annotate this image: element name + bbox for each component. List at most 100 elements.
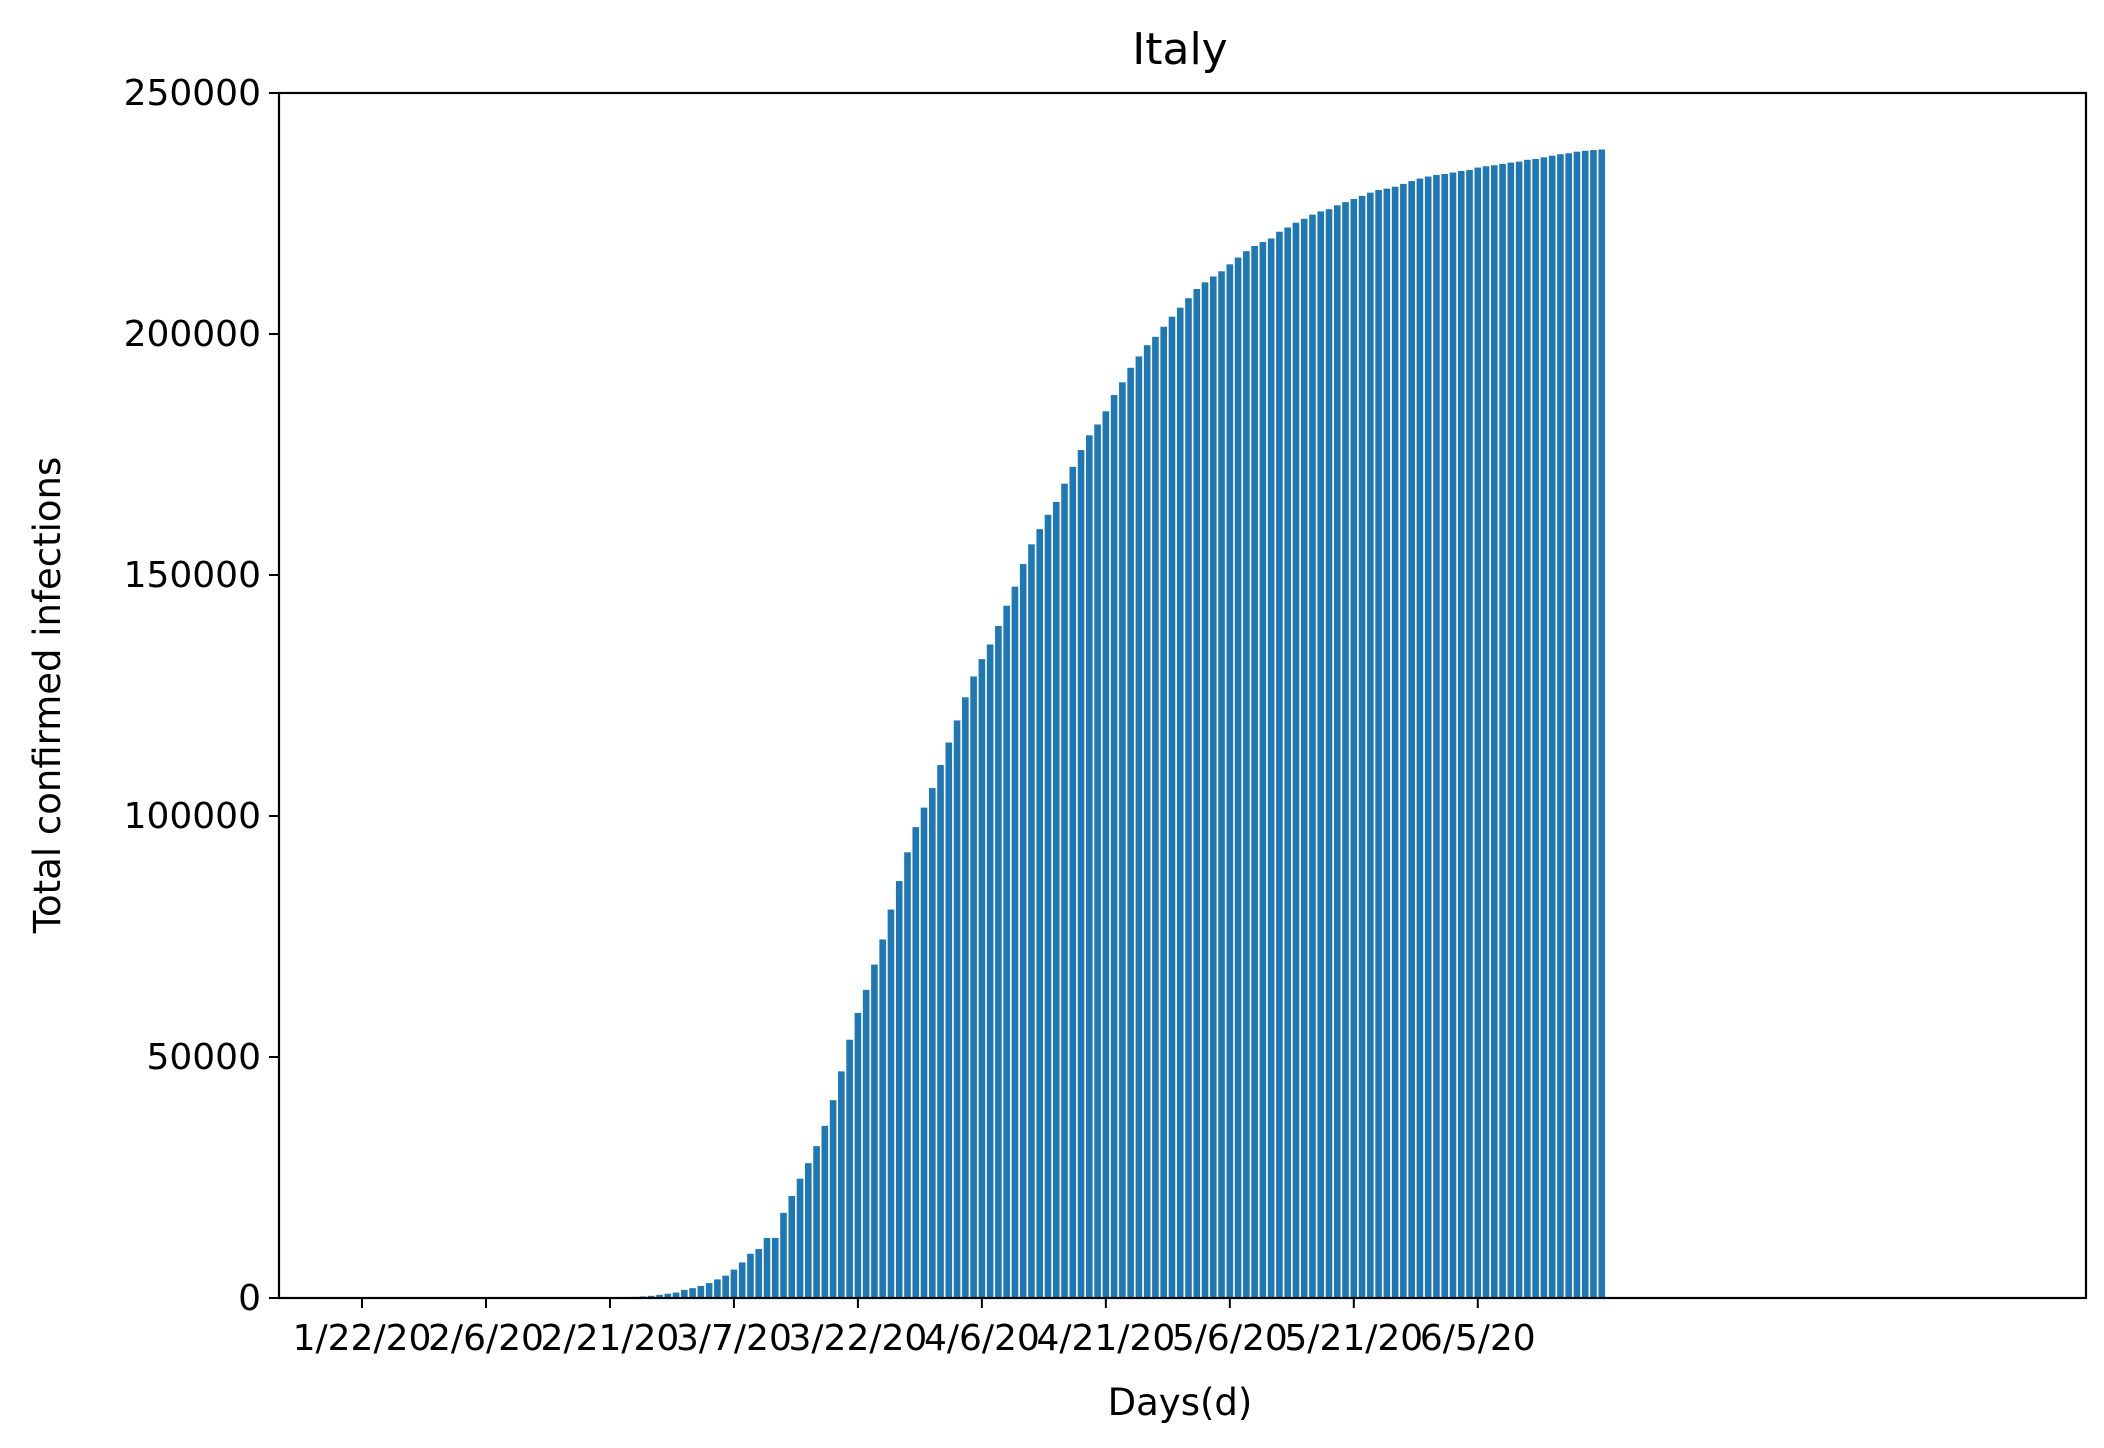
bar — [838, 1071, 845, 1298]
bar — [1143, 345, 1151, 1299]
bar — [681, 1289, 688, 1298]
bar — [1201, 282, 1209, 1299]
bar — [1383, 188, 1391, 1298]
bar — [887, 909, 895, 1298]
bar — [962, 697, 969, 1298]
bar — [705, 1283, 713, 1298]
bar — [986, 644, 994, 1298]
x-tick-label: 6/5/20 — [1420, 1318, 1536, 1359]
x-tick-label: 4/21/20 — [1036, 1318, 1175, 1359]
y-tick-label: 0 — [238, 1278, 261, 1319]
plot-frame — [277, 91, 2088, 1300]
x-tick-label: 1/22/20 — [293, 1318, 432, 1359]
bar — [738, 1262, 746, 1298]
bar — [1400, 183, 1407, 1298]
bar — [1540, 157, 1548, 1299]
bar — [796, 1178, 804, 1298]
bar — [1185, 298, 1192, 1298]
bar — [1193, 289, 1201, 1298]
x-axis-label: Days(d) — [1108, 1381, 1253, 1424]
bar — [1581, 150, 1589, 1298]
y-tick-label: 50000 — [146, 1037, 261, 1078]
bar — [755, 1249, 763, 1298]
y-tick-label: 200000 — [124, 314, 261, 355]
bar — [912, 827, 920, 1298]
bars — [433, 149, 1606, 1299]
bar — [1524, 159, 1531, 1298]
x-tick-label: 5/21/20 — [1284, 1318, 1423, 1359]
bar — [1424, 176, 1432, 1298]
bar — [1036, 529, 1044, 1298]
y-axis-ticks: 0 50000 100000 150000 200000 250000 — [124, 73, 279, 1319]
bar — [664, 1293, 672, 1298]
bar — [1077, 450, 1085, 1298]
bar — [1515, 161, 1523, 1298]
bar — [995, 625, 1002, 1298]
bar — [722, 1275, 729, 1298]
bar — [1102, 411, 1110, 1299]
bar — [1416, 178, 1424, 1298]
bar — [1110, 395, 1118, 1299]
bar — [788, 1196, 796, 1298]
bar — [1367, 192, 1374, 1298]
bar — [780, 1212, 787, 1298]
bar — [1284, 227, 1291, 1299]
bar — [1168, 316, 1176, 1298]
y-tick-label: 100000 — [124, 796, 261, 837]
x-tick-label: 2/6/20 — [428, 1318, 544, 1359]
bar — [1491, 165, 1498, 1298]
bar — [1482, 166, 1490, 1298]
bar — [1325, 209, 1333, 1299]
bar — [1135, 356, 1143, 1298]
bar — [846, 1039, 853, 1298]
bar — [1433, 174, 1440, 1299]
bar — [672, 1292, 680, 1298]
bar — [1119, 382, 1126, 1299]
x-tick-label: 3/7/20 — [676, 1318, 792, 1359]
bar — [829, 1100, 837, 1298]
bar — [970, 676, 977, 1298]
bar — [1251, 245, 1258, 1299]
chart-title: Italy — [1132, 24, 1227, 75]
bar — [1226, 264, 1234, 1298]
bar — [1052, 501, 1060, 1298]
bar — [1292, 222, 1300, 1299]
bar — [1457, 170, 1465, 1298]
x-tick-label: 5/6/20 — [1172, 1318, 1288, 1359]
bar — [1358, 195, 1366, 1298]
bar — [904, 852, 911, 1298]
bar — [1234, 257, 1242, 1298]
bar — [854, 1012, 862, 1298]
bar — [747, 1253, 754, 1298]
bar — [1590, 150, 1597, 1298]
bar — [1218, 271, 1225, 1298]
bar — [1333, 205, 1341, 1298]
bar — [1259, 242, 1267, 1299]
bar — [1507, 162, 1515, 1299]
bar — [1044, 514, 1052, 1298]
bar — [1176, 307, 1184, 1298]
bar — [1086, 435, 1093, 1299]
bar — [978, 659, 986, 1298]
bar — [771, 1237, 779, 1298]
bar — [1474, 167, 1482, 1298]
bar — [1127, 367, 1134, 1298]
bar — [1350, 199, 1358, 1298]
bar — [1209, 276, 1217, 1299]
bar — [928, 788, 936, 1298]
bar — [697, 1285, 705, 1298]
x-tick-label: 2/21/20 — [541, 1318, 680, 1359]
bar — [1342, 202, 1349, 1299]
bar — [1061, 483, 1068, 1298]
bar — [1548, 155, 1556, 1299]
bar — [1317, 211, 1325, 1298]
bar — [1565, 153, 1572, 1298]
bar — [1408, 181, 1415, 1298]
bar — [1391, 186, 1399, 1299]
bar — [945, 742, 953, 1298]
bar — [1276, 231, 1283, 1299]
bar — [1598, 149, 1606, 1298]
bar — [937, 765, 944, 1298]
bar — [1011, 586, 1019, 1298]
bar — [1243, 251, 1250, 1298]
